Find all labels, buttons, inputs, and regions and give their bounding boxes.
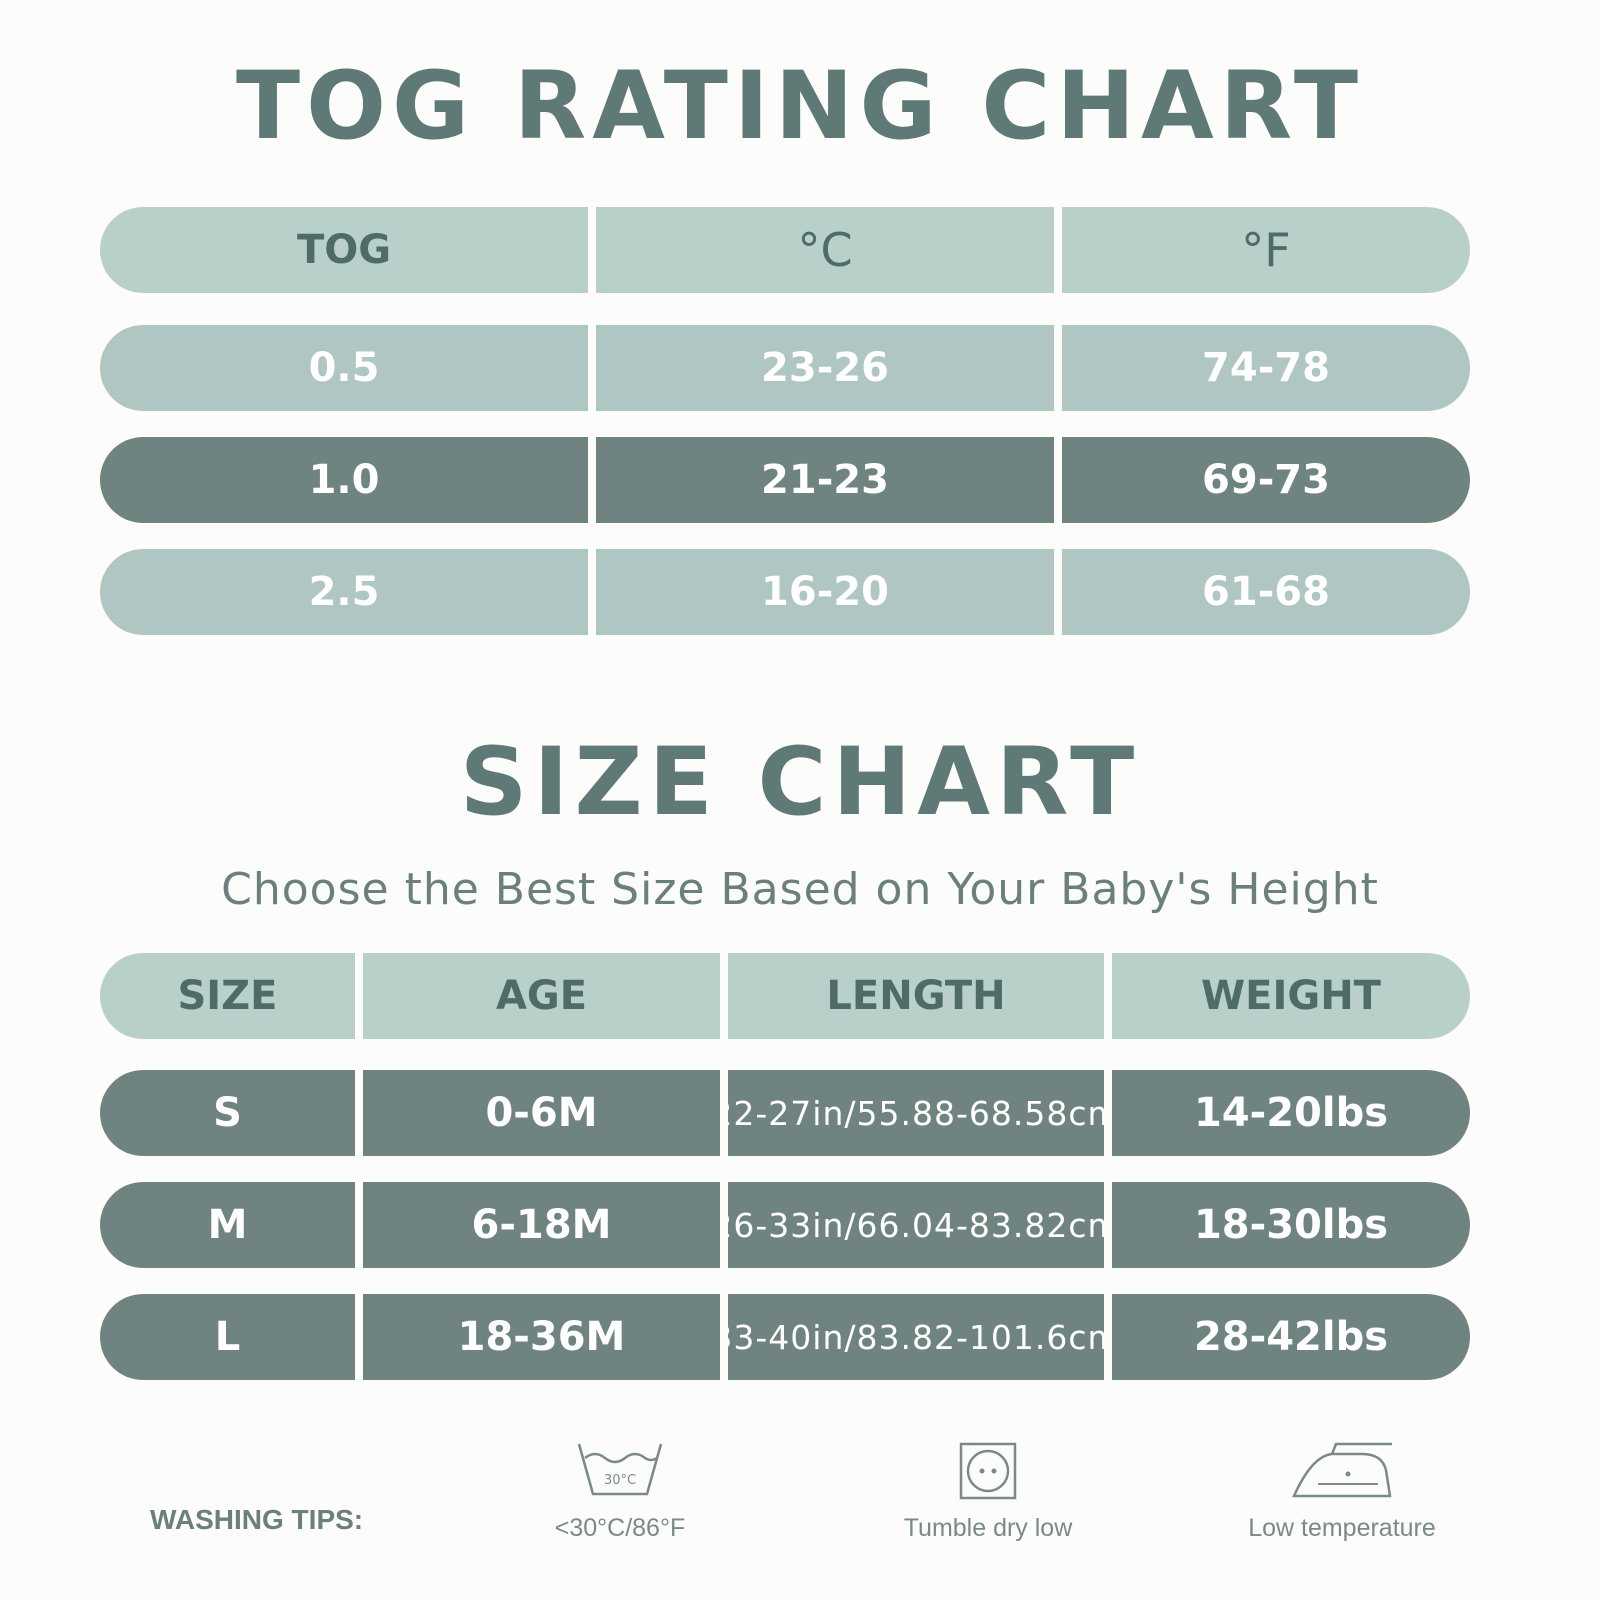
tog-row: 2.5 16-20 61-68 [100, 549, 1470, 635]
length-range: 33-40in/83.82-101.6cm [728, 1294, 1104, 1380]
celsius-range: 16-20 [596, 549, 1054, 635]
size-header-length: LENGTH [728, 953, 1104, 1039]
tumble-dry-tip: Tumble dry low [858, 1440, 1118, 1543]
age-range: 18-36M [363, 1294, 720, 1380]
size-value: M [100, 1182, 355, 1268]
wash-temp-text: 30°C [604, 1473, 636, 1488]
fahrenheit-range: 61-68 [1062, 549, 1470, 635]
wash-tip: 30°C <30°C/86°F [490, 1440, 750, 1543]
age-range: 0-6M [363, 1070, 720, 1156]
length-range: 26-33in/66.04-83.82cm [728, 1182, 1104, 1268]
size-header-weight: WEIGHT [1112, 953, 1470, 1039]
size-row: M 6-18M 26-33in/66.04-83.82cm 18-30lbs [100, 1182, 1470, 1268]
iron-tip: Low temperature [1212, 1440, 1472, 1543]
size-header-row: SIZE AGE LENGTH WEIGHT [100, 953, 1470, 1039]
wash-tub-icon: 30°C [577, 1443, 663, 1496]
size-row: S 0-6M 22-27in/55.88-68.58cm 14-20lbs [100, 1070, 1470, 1156]
tog-row: 1.0 21-23 69-73 [100, 437, 1470, 523]
tog-value: 2.5 [100, 549, 588, 635]
size-header-age: AGE [363, 953, 720, 1039]
tumble-dry-icon [959, 1442, 1017, 1500]
washing-tips: WASHING TIPS: 30°C <30°C/86°F Tumble dry… [0, 1440, 1600, 1580]
size-header-size: SIZE [100, 953, 355, 1039]
iron-label: Low temperature [1248, 1514, 1436, 1542]
tog-header-row: TOG °C °F [100, 207, 1470, 293]
size-row: L 18-36M 33-40in/83.82-101.6cm 28-42lbs [100, 1294, 1470, 1380]
age-range: 6-18M [363, 1182, 720, 1268]
fahrenheit-range: 69-73 [1062, 437, 1470, 523]
iron-icon [1292, 1442, 1392, 1498]
size-value: L [100, 1294, 355, 1380]
celsius-range: 21-23 [596, 437, 1054, 523]
weight-range: 28-42lbs [1112, 1294, 1470, 1380]
tumble-dry-label: Tumble dry low [903, 1514, 1073, 1542]
tog-chart-title: TOG RATING CHART [235, 52, 1365, 161]
wash-tip-label: <30°C/86°F [554, 1514, 686, 1542]
length-range: 22-27in/55.88-68.58cm [728, 1070, 1104, 1156]
tog-header-fahrenheit: °F [1062, 207, 1470, 293]
celsius-range: 23-26 [596, 325, 1054, 411]
weight-range: 14-20lbs [1112, 1070, 1470, 1156]
tog-header-tog: TOG [100, 207, 588, 293]
weight-range: 18-30lbs [1112, 1182, 1470, 1268]
tog-value: 0.5 [100, 325, 588, 411]
size-chart-subtitle: Choose the Best Size Based on Your Baby'… [221, 864, 1379, 915]
size-chart-title: SIZE CHART [459, 728, 1141, 837]
tog-header-celsius: °C [596, 207, 1054, 293]
tog-row: 0.5 23-26 74-78 [100, 325, 1470, 411]
size-value: S [100, 1070, 355, 1156]
tog-value: 1.0 [100, 437, 588, 523]
washing-tips-label: WASHING TIPS: [150, 1504, 364, 1535]
fahrenheit-range: 74-78 [1062, 325, 1470, 411]
